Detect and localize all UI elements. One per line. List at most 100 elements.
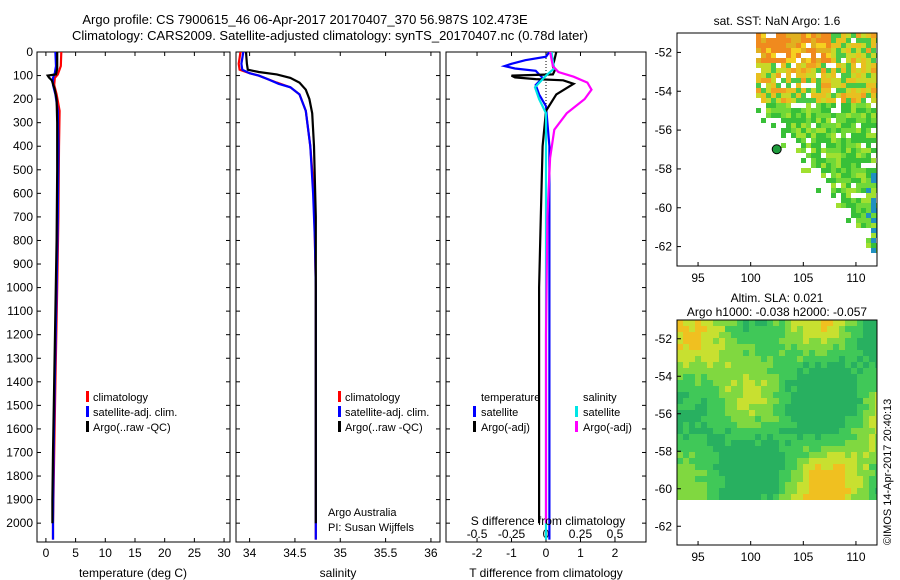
sst-cell: [806, 143, 811, 148]
sst-cell: [846, 93, 851, 98]
sla-cell: [767, 422, 773, 428]
sla-cell: [767, 392, 773, 398]
sla-cell: [725, 326, 731, 332]
sla-cell: [695, 470, 701, 476]
sla-cell: [761, 494, 767, 500]
sla-cell: [719, 428, 725, 434]
sla-cell: [803, 320, 809, 326]
sst-cell: [791, 58, 796, 63]
sst-cell: [861, 63, 866, 68]
map-y-tick-label: -54: [655, 369, 673, 383]
sla-cell: [689, 332, 695, 338]
sla-cell: [749, 440, 755, 446]
sla-cell: [701, 404, 707, 410]
sla-cell: [827, 458, 833, 464]
sla-cell: [695, 320, 701, 326]
sla-cell: [839, 332, 845, 338]
sla-cell: [701, 398, 707, 404]
sla-cell: [767, 398, 773, 404]
sst-cell: [841, 173, 846, 178]
sst-cell: [801, 133, 806, 138]
sst-cell: [831, 148, 836, 153]
sla-cell: [797, 488, 803, 494]
sla-cell: [707, 404, 713, 410]
profile-line-satellite-adj-clim-: [240, 52, 317, 540]
sst-cell: [846, 148, 851, 153]
sla-cell: [749, 350, 755, 356]
sla-cell: [701, 392, 707, 398]
sst-cell: [866, 208, 871, 213]
sla-cell: [779, 494, 785, 500]
sla-cell: [827, 398, 833, 404]
sst-cell: [796, 98, 801, 103]
sla-cell: [677, 380, 683, 386]
sst-cell: [821, 68, 826, 73]
sla-cell: [755, 350, 761, 356]
sla-cell: [845, 482, 851, 488]
sst-cell: [836, 123, 841, 128]
map-x-tick-label: 105: [793, 550, 813, 564]
sla-cell: [767, 326, 773, 332]
sla-cell: [869, 332, 875, 338]
sst-cell: [871, 73, 876, 78]
sla-cell: [695, 446, 701, 452]
sla-cell: [809, 434, 815, 440]
sst-cell: [781, 143, 786, 148]
sla-cell: [875, 350, 877, 356]
sla-cell: [779, 338, 785, 344]
sst-cell: [856, 93, 861, 98]
sla-cell: [731, 458, 737, 464]
sla-cell: [875, 338, 877, 344]
sst-cell: [861, 103, 866, 108]
sst-cell: [816, 163, 821, 168]
legend-swatch-t-argo: [473, 421, 476, 432]
sst-cell: [846, 73, 851, 78]
sst-cell: [771, 83, 776, 88]
sst-cell: [866, 153, 871, 158]
sst-cell: [826, 138, 831, 143]
sla-cell: [737, 338, 743, 344]
sla-cell: [719, 446, 725, 452]
sst-cell: [756, 38, 761, 43]
sla-cell: [803, 332, 809, 338]
sla-cell: [851, 380, 857, 386]
sla-cell: [719, 332, 725, 338]
sla-cell: [683, 410, 689, 416]
sla-cell: [731, 362, 737, 368]
sst-cell: [766, 83, 771, 88]
sla-cell: [689, 464, 695, 470]
sla-cell: [677, 368, 683, 374]
sla-cell: [839, 476, 845, 482]
sla-cell: [719, 434, 725, 440]
sla-cell: [779, 482, 785, 488]
sst-cell: [861, 118, 866, 123]
sla-cell: [737, 374, 743, 380]
sla-cell: [875, 488, 877, 494]
sla-cell: [689, 452, 695, 458]
sla-cell: [731, 410, 737, 416]
legend-label: Argo(..raw -QC): [345, 422, 423, 434]
map-x-tick-label: 110: [846, 271, 865, 285]
sla-cell: [737, 476, 743, 482]
sst-cell: [791, 133, 796, 138]
sla-cell: [695, 356, 701, 362]
sla-cell: [833, 464, 839, 470]
sst-cell: [871, 233, 876, 238]
sst-cell: [871, 248, 876, 253]
sst-cell: [846, 53, 851, 58]
sla-cell: [743, 488, 749, 494]
sla-cell: [677, 416, 683, 422]
sla-cell: [683, 380, 689, 386]
sst-cell: [761, 68, 766, 73]
sst-cell: [826, 113, 831, 118]
sst-cell: [811, 63, 816, 68]
sla-cell: [863, 386, 869, 392]
sla-cell: [821, 356, 827, 362]
sst-cell: [811, 153, 816, 158]
difference-legend: temperature satellite Argo(-adj) salinit…: [473, 392, 632, 434]
sla-cell: [851, 440, 857, 446]
sst-cell: [816, 78, 821, 83]
sla-cell: [689, 428, 695, 434]
sst-cell: [771, 113, 776, 118]
sla-cell: [695, 386, 701, 392]
